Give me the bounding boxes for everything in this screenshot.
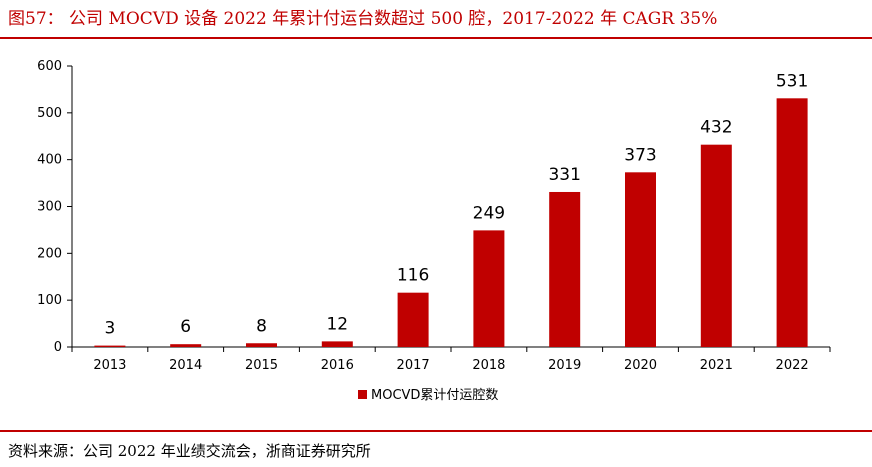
x-tick-label: 2014: [169, 358, 202, 373]
x-tick-label: 2013: [93, 358, 126, 373]
x-tick-label: 2021: [700, 358, 733, 373]
bar-value-label: 8: [256, 316, 267, 336]
bar: [473, 230, 505, 347]
bar: [94, 345, 126, 347]
y-tick-label: 400: [37, 153, 62, 168]
footer-rule: [0, 430, 872, 432]
bar-series: [94, 98, 808, 347]
bar-value-label: 331: [548, 165, 580, 185]
bar-value-label: 531: [776, 71, 808, 91]
bar: [700, 144, 732, 347]
legend-label: MOCVD累计付运腔数: [371, 388, 498, 403]
y-tick-label: 600: [37, 59, 62, 74]
bar-value-label: 6: [180, 317, 191, 337]
x-axis: 2013 2014 2015 2016 2017 2018 2019 2020 2021 2022: [71, 346, 831, 373]
bar-value-label: 3: [104, 319, 115, 339]
title-rule: [0, 37, 872, 39]
y-tick-label: 200: [37, 246, 62, 261]
bar: [170, 344, 202, 347]
bar: [246, 343, 277, 347]
bar-chart: 0 100 200 300 400 500 600 2013 2014 2015 2016 2017…: [37, 59, 831, 403]
bar: [625, 172, 656, 347]
bar: [776, 98, 808, 347]
x-tick-label: 2022: [776, 358, 809, 373]
x-tick-label: 2020: [624, 358, 657, 373]
legend: MOCVD累计付运腔数: [358, 388, 498, 403]
bar-value-label: 249: [473, 203, 505, 223]
bar-value-label: 373: [624, 145, 656, 165]
figure-title: 图57： 公司 MOCVD 设备 2022 年累计付运台数超过 500 腔，20…: [8, 9, 718, 29]
bar-value-label: 432: [700, 118, 732, 138]
x-tick-label: 2018: [472, 358, 505, 373]
source-note: 资料来源：公司 2022 年业绩交流会，浙商证券研究所: [8, 442, 371, 460]
y-tick-label: 300: [37, 200, 62, 215]
y-tick-label: 500: [37, 106, 62, 121]
x-tick-label: 2016: [321, 358, 354, 373]
y-tick-label: 100: [37, 293, 62, 308]
x-tick-label: 2019: [548, 358, 581, 373]
x-tick-label: 2015: [245, 358, 278, 373]
y-axis: 0 100 200 300 400 500 600: [37, 59, 73, 355]
y-tick-label: 0: [54, 340, 62, 355]
data-labels: 3 6 8 12 116 249 331 373 432 531: [104, 71, 808, 338]
bar-value-label: 116: [397, 266, 429, 286]
bar: [321, 341, 353, 347]
bar: [397, 292, 429, 347]
legend-swatch: [358, 390, 367, 399]
bar-value-label: 12: [326, 314, 348, 334]
bar: [549, 191, 581, 347]
x-tick-label: 2017: [397, 358, 430, 373]
